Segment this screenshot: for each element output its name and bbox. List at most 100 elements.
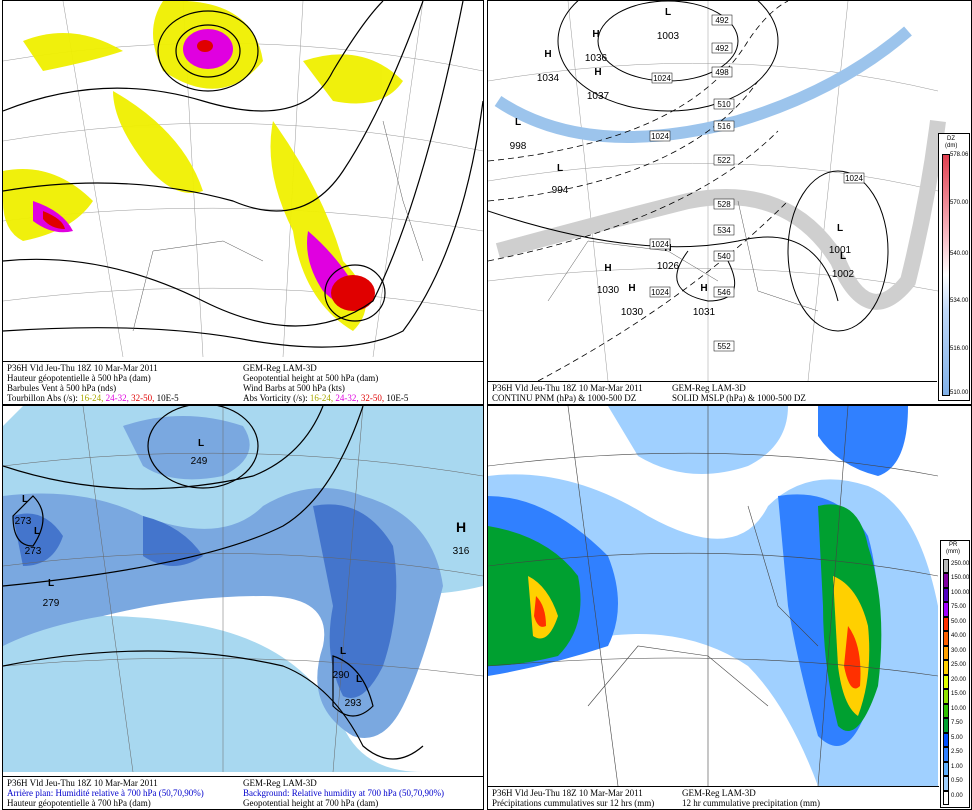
caption-line: SOLID MSLP (hPa) & 1000-500 DZ (672, 393, 806, 403)
center-symbol: H (628, 283, 635, 294)
center-value: 1031 (693, 307, 716, 318)
center-value: 1034 (537, 73, 560, 84)
colorbar-swatch (943, 616, 949, 632)
isobar-label: 1024 (651, 132, 669, 141)
colorbar-tick: 534.00 (950, 298, 969, 304)
isobar-label: 498 (715, 68, 729, 77)
range-label: 10E-5 (386, 393, 409, 403)
vorticity-panel: P36H Vld Jeu-Thu 18Z 10 Mar-Mar 2011 GEM-… (2, 0, 484, 405)
caption-line: Arrière plan: Humidité relative à 700 hP… (7, 788, 204, 798)
isobar-label: 492 (715, 16, 729, 25)
caption-line: GEM-Reg LAM-3D (682, 788, 756, 798)
colorbar-swatch (943, 660, 949, 675)
colorbar-tick: 540.00 (950, 251, 969, 257)
center-value: 1001 (829, 245, 852, 256)
vorticity-map (3, 1, 483, 357)
colorbar-tick: 1.00 (951, 763, 963, 770)
center-symbol: L (356, 674, 362, 685)
center-symbol: L (665, 7, 671, 18)
caption-line: GEM-Reg LAM-3D (672, 383, 746, 393)
colorbar-unit: (dm) (945, 143, 958, 149)
colorbar-swatch (943, 631, 949, 646)
center-value: 998 (510, 141, 527, 152)
colorbar-tick: 7.50 (951, 720, 963, 727)
center-symbol: L (557, 163, 563, 174)
caption-line: GEM-Reg LAM-3D (243, 778, 317, 788)
colorbar-swatch (943, 689, 949, 704)
center-value: 273 (15, 516, 32, 527)
colorbar-tick: 570.00 (950, 200, 969, 206)
caption-line: 12 hr cummulative precipitation (mm) (682, 798, 820, 808)
colorbar-tick: 0.00 (951, 792, 963, 799)
colorbar-swatch (943, 587, 949, 603)
center-symbol: H (544, 49, 551, 60)
center-symbol: L (34, 526, 40, 537)
range-label: 10E-5 (156, 393, 179, 403)
center-value: 316 (453, 546, 470, 557)
mslp-caption: P36H Vld Jeu-Thu 18Z 10 Mar-Mar 2011 GEM-… (488, 381, 937, 404)
center-value: 1003 (657, 31, 680, 42)
isobar-label: 522 (717, 156, 731, 165)
colorbar-swatch (943, 703, 949, 719)
colorbar-tick: 150.00 (951, 575, 970, 582)
isobar-label: 534 (717, 226, 731, 235)
precip-caption: P36H Vld Jeu-Thu 18Z 10 Mar-Mar 2011 GEM-… (488, 786, 939, 809)
center-value: 1037 (587, 91, 610, 102)
center-value: 1030 (621, 307, 644, 318)
caption-line: P36H Vld Jeu-Thu 18Z 10 Mar-Mar 2011 (492, 383, 643, 393)
caption-line: P36H Vld Jeu-Thu 18Z 10 Mar-Mar 2011 (7, 363, 158, 373)
colorbar-unit: PR (949, 542, 958, 548)
humidity-map: L 249 L 273 L 273 L 279 H 316 L 290 L 29… (3, 406, 483, 772)
mslp-panel: L 1003 H 1036 H 1034 H 1037 L 998 L 994 … (487, 0, 972, 405)
colorbar-swatch (943, 747, 949, 762)
center-symbol: H (594, 67, 601, 78)
humidity-caption: P36H Vld Jeu-Thu 18Z 10 Mar-Mar 2011 GEM-… (3, 776, 483, 809)
center-symbol: L (840, 251, 846, 262)
center-symbol: H (604, 263, 611, 274)
isobar-label: 546 (717, 288, 731, 297)
isobar-label: 1024 (651, 288, 669, 297)
center-value: 1002 (832, 269, 855, 280)
center-value: 994 (552, 185, 569, 196)
isobar-label: 510 (717, 100, 731, 109)
center-value: 273 (25, 546, 42, 557)
isobar-label: 1024 (845, 174, 863, 183)
thickness-colorbar: DZ (dm) 578.06 570.00 540.00 534.00 516.… (938, 133, 970, 401)
mslp-map: L 1003 H 1036 H 1034 H 1037 L 998 L 994 … (488, 1, 946, 381)
colorbar-tick: 25.00 (951, 662, 967, 669)
colorbar-tick: 40.00 (951, 633, 967, 640)
caption-line: Tourbillon Abs (/s): (7, 393, 78, 403)
center-symbol: L (837, 223, 843, 234)
colorbar-swatch (943, 776, 949, 791)
colorbar-tick: 100.00 (951, 589, 970, 596)
colorbar-tick: 2.50 (951, 749, 963, 756)
colorbar-unit: DZ (947, 136, 955, 142)
colorbar-tick: 250.00 (951, 561, 970, 567)
isobar-label: 492 (715, 44, 729, 53)
center-value: 290 (333, 670, 350, 681)
colorbar-tick: 30.00 (951, 647, 967, 654)
range-label: 32-50, (131, 393, 155, 403)
colorbar-tick: 20.00 (951, 676, 967, 683)
center-value: 1030 (597, 285, 620, 296)
caption-line: Geopotential height at 700 hPa (dam) (243, 798, 379, 808)
caption-line: Barbules Vent à 500 hPa (nds) (7, 383, 117, 393)
center-value: 1026 (657, 261, 680, 272)
precip-panel: PR (mm) 250.00 150.00 100.00 75.00 50.00 40.0… (487, 405, 972, 810)
range-label: 16-24, (309, 393, 334, 403)
caption-line: CONTINU PNM (hPa) & 1000-500 DZ (492, 393, 637, 403)
isobar-label: 516 (717, 122, 731, 131)
colorbar-tick: 15.00 (951, 691, 967, 698)
colorbar-swatch (943, 761, 949, 777)
range-label: 32-50, (360, 393, 385, 403)
vorticity-caption: P36H Vld Jeu-Thu 18Z 10 Mar-Mar 2011 GEM-… (3, 361, 483, 404)
colorbar-swatch (943, 790, 949, 805)
colorbar-tick: 510.00 (950, 390, 969, 396)
colorbar-ramp (943, 559, 949, 805)
range-label: 24-32, (105, 393, 129, 403)
center-symbol: H (592, 29, 599, 40)
colorbar-swatch (943, 602, 949, 617)
colorbar-swatch (943, 732, 949, 748)
caption-line: P36H Vld Jeu-Thu 18Z 10 Mar-Mar 2011 (7, 778, 158, 788)
colorbar-tick: 578.06 (950, 152, 969, 158)
